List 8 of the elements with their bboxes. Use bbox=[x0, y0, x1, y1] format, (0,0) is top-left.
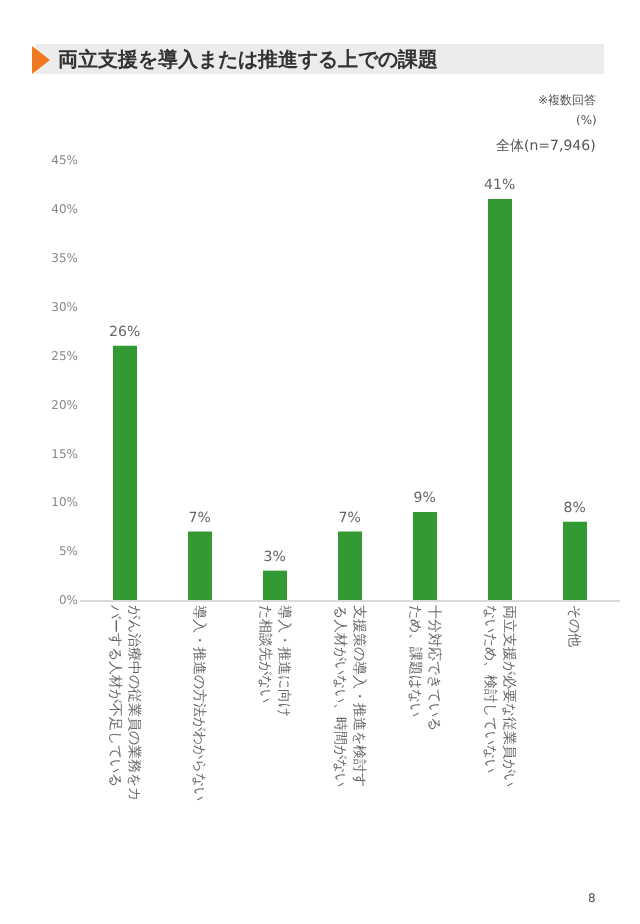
bar bbox=[413, 512, 437, 600]
bar bbox=[113, 345, 137, 600]
bar bbox=[488, 199, 512, 600]
bar bbox=[338, 531, 362, 600]
chart-title: 両立支援を導入または推進する上での課題 bbox=[58, 46, 438, 73]
bar bbox=[188, 531, 212, 600]
bar bbox=[563, 521, 587, 600]
bar bbox=[263, 570, 287, 600]
